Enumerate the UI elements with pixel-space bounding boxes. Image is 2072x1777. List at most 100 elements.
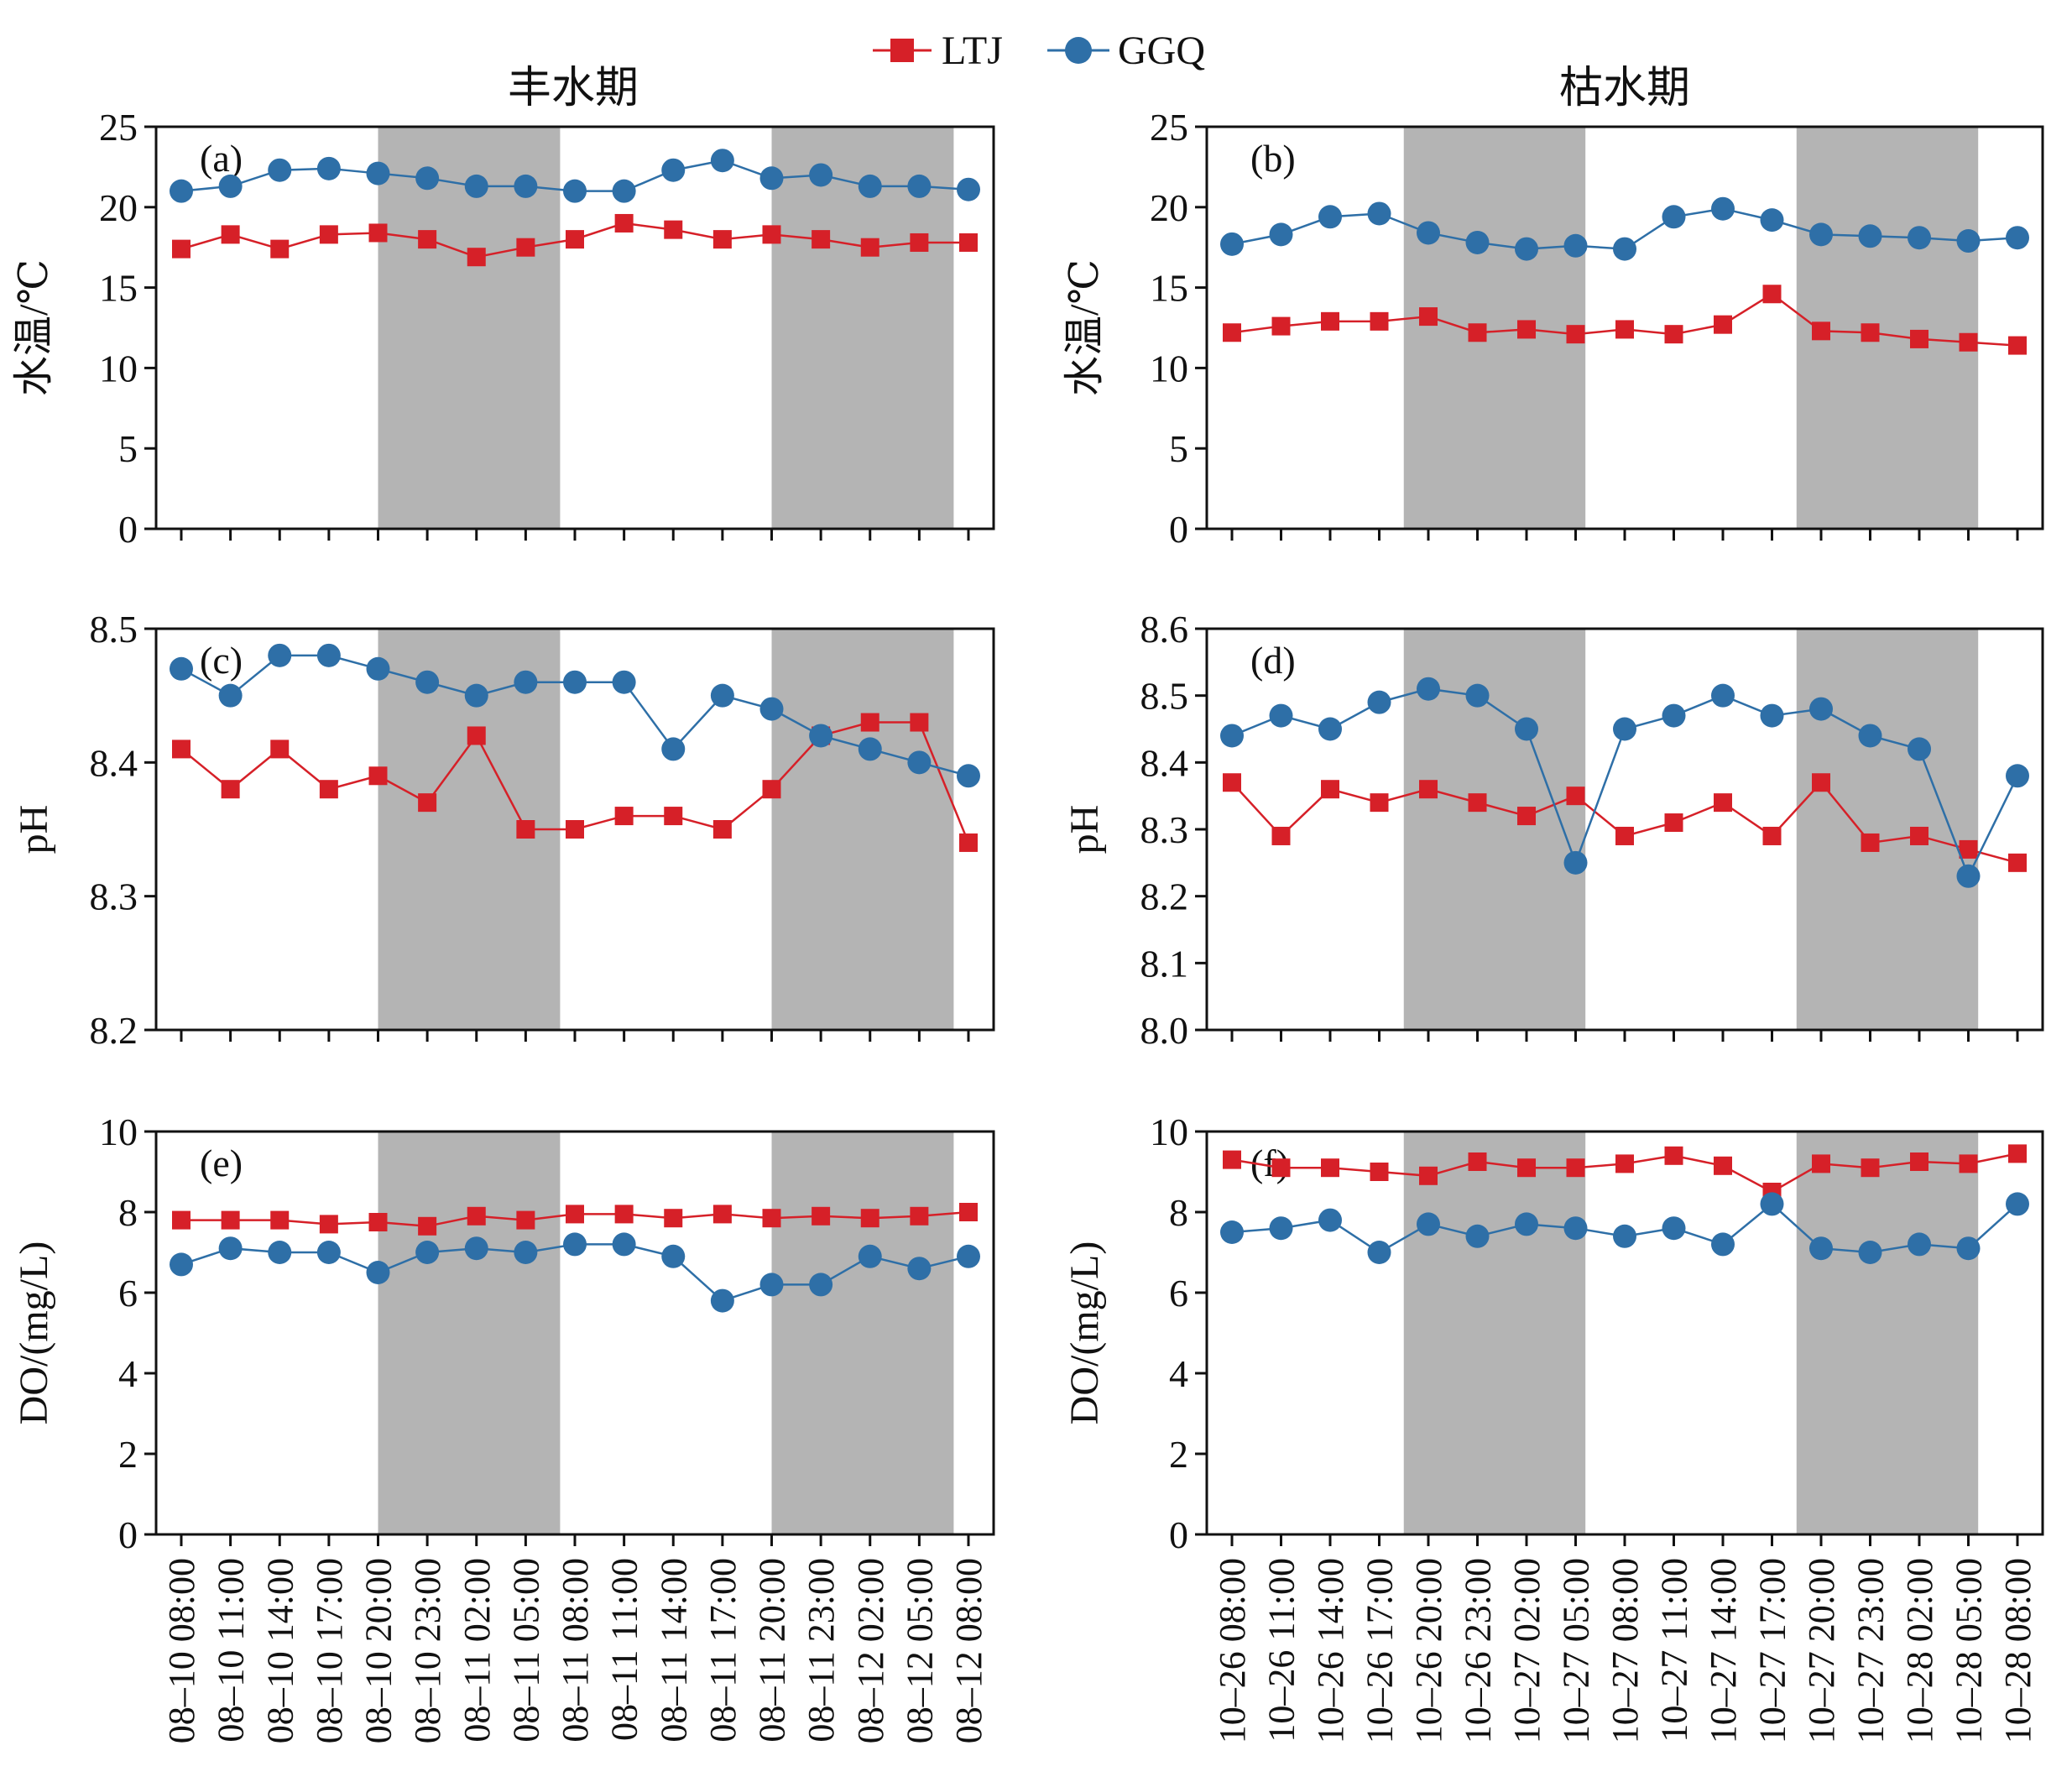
ltj-point: [812, 230, 831, 249]
ltj-point: [1762, 826, 1782, 845]
ltj-point: [1861, 1158, 1880, 1178]
ggq-point: [1613, 237, 1636, 261]
ggq-point: [1908, 226, 1931, 250]
ggq-point: [858, 737, 882, 761]
ltj-point: [2008, 1144, 2027, 1163]
y-tick-label: 5: [118, 427, 138, 470]
ggq-point: [1465, 230, 1490, 254]
x-tick-label: 10–27 14:00: [1703, 1558, 1744, 1743]
y-tick-label: 4: [1169, 1352, 1188, 1395]
panel-label: (b): [1250, 137, 1296, 180]
ltj-point: [664, 807, 683, 826]
ggq-point: [907, 1257, 932, 1281]
y-tick-label: 0: [1169, 508, 1188, 551]
ggq-point: [1858, 724, 1882, 748]
ggq-point: [268, 643, 292, 667]
ltj-point: [614, 1205, 634, 1224]
ggq-point: [316, 643, 341, 667]
x-tick-label: 08–10 23:00: [407, 1558, 448, 1743]
night-shade-band: [771, 1132, 954, 1534]
y-tick-label: 8: [1169, 1191, 1188, 1234]
ltj-point: [614, 213, 634, 233]
ggq-point: [1318, 717, 1342, 741]
x-tick-label: 10–27 02:00: [1506, 1558, 1547, 1743]
ggq-point: [1858, 224, 1882, 248]
night-shade-band: [1403, 1132, 1586, 1534]
ltj-point: [614, 807, 634, 826]
ltj-point: [319, 225, 338, 244]
ggq-point: [1613, 717, 1636, 741]
ltj-point: [566, 1205, 584, 1224]
panel-b: 0 5 10 15 20 25 水温/℃ (b): [1062, 106, 2044, 551]
x-tick-label: 08–10 11:00: [211, 1558, 252, 1743]
panel-label: (d): [1250, 639, 1296, 682]
ltj-point: [712, 230, 732, 249]
x-tick-label: 08–10 14:00: [259, 1558, 300, 1743]
y-tick-label: 8.6: [1140, 608, 1189, 651]
x-tick-label: 10–27 23:00: [1850, 1558, 1892, 1743]
ltj-point: [566, 820, 584, 839]
ggq-point: [218, 174, 243, 198]
y-tick-label: 8.4: [90, 741, 138, 784]
ltj-point: [221, 1210, 240, 1230]
ggq-point: [1760, 1192, 1784, 1216]
x-tick-label: 08–11 23:00: [801, 1558, 842, 1743]
ltj-point: [1959, 839, 1978, 859]
ggq-point: [1662, 703, 1686, 728]
x-tick-label: 08–11 08:00: [555, 1558, 596, 1743]
ltj-point: [418, 230, 437, 249]
ltj-point: [368, 223, 388, 243]
ggq-point: [170, 179, 193, 203]
ltj-point: [664, 220, 683, 239]
ltj-point: [1223, 323, 1241, 342]
ggq-point: [710, 1288, 734, 1313]
ltj-point: [1664, 325, 1683, 344]
ggq-point: [218, 683, 243, 708]
ltj-point: [1223, 773, 1241, 792]
night-shade-band: [771, 629, 954, 1030]
ltj-point: [712, 1205, 732, 1224]
y-tick-label: 25: [99, 106, 138, 149]
ggq-point: [1318, 205, 1342, 229]
ggq-point: [1563, 1216, 1588, 1241]
ltj-point: [762, 1209, 781, 1228]
ltj-point: [1271, 826, 1291, 845]
ltj-point: [467, 726, 486, 745]
x-tick-label: 10–27 05:00: [1556, 1558, 1597, 1743]
x-tick-label: 08–12 02:00: [850, 1558, 891, 1743]
ggq-point: [809, 724, 833, 748]
ltj-point: [1664, 813, 1683, 833]
ggq-point: [218, 1236, 243, 1261]
panel-label: (e): [200, 1142, 243, 1184]
x-tick-label: 10–28 05:00: [1949, 1558, 1990, 1743]
night-shade-band: [1403, 127, 1586, 529]
y-tick-label: 4: [118, 1352, 138, 1395]
ltj-point: [1419, 1166, 1438, 1185]
ltj-point: [1861, 833, 1880, 852]
x-tick-label: 10–27 20:00: [1801, 1558, 1842, 1743]
ltj-point: [1566, 325, 1585, 344]
ltj-point: [172, 239, 190, 259]
ltj-point: [172, 740, 190, 759]
x-tick-label: 08–11 02:00: [457, 1558, 498, 1743]
x-tick-label: 10–26 17:00: [1360, 1558, 1401, 1743]
ltj-point: [467, 1206, 486, 1226]
ltj-point: [1223, 1150, 1241, 1169]
y-tick-label: 6: [1169, 1272, 1188, 1314]
ltj-point: [1370, 311, 1389, 331]
y-tick-label: 8.1: [1140, 942, 1189, 985]
ggq-point: [1465, 683, 1490, 708]
ggq-point: [316, 1241, 341, 1264]
ggq-point: [1662, 205, 1686, 229]
ggq-point: [1515, 717, 1538, 741]
ggq-point: [858, 174, 882, 198]
ltj-point: [812, 1206, 831, 1226]
ltj-point: [221, 225, 240, 244]
night-shade-band: [1796, 1132, 1979, 1534]
ggq-point: [1220, 724, 1244, 748]
x-tick-label: 08–12 05:00: [899, 1558, 940, 1743]
ltj-point: [1762, 285, 1782, 304]
ggq-point: [759, 166, 784, 191]
ltj-point: [221, 780, 240, 799]
ggq-point: [2006, 764, 2029, 788]
